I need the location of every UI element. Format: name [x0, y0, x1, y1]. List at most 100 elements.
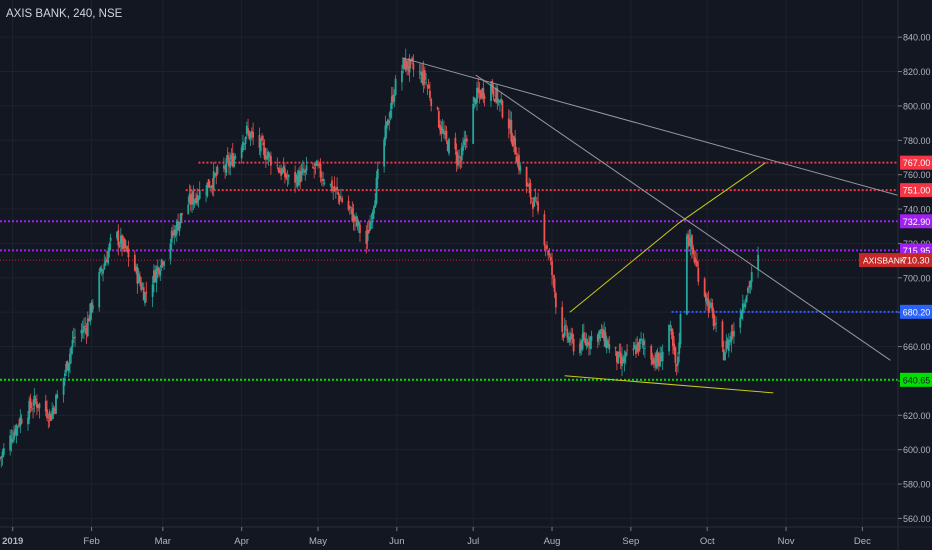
candle-body [224, 167, 227, 170]
candle-body [228, 157, 230, 167]
candle-body [383, 139, 386, 167]
candle-body [669, 325, 672, 327]
price-tag-680.20 [900, 304, 932, 319]
candle-body [692, 247, 695, 255]
candle-body [459, 160, 462, 162]
candle-body [493, 98, 496, 102]
candle-body [208, 187, 211, 188]
candle-body [230, 155, 233, 160]
candle-body [180, 213, 183, 216]
candle-body [212, 171, 215, 190]
candle-body [514, 137, 517, 155]
candle-body [11, 440, 14, 442]
candle-body [249, 133, 252, 138]
candle-body [175, 221, 178, 235]
candle-body [29, 398, 32, 409]
candle-body [252, 132, 255, 138]
candle-body [600, 328, 603, 330]
candle-body [401, 70, 403, 83]
candle-body [266, 155, 269, 160]
candle-body [387, 119, 389, 126]
candle-body [84, 326, 87, 328]
price-tick-label: 840.00 [903, 33, 931, 43]
price-tick-label: 560.00 [903, 514, 931, 524]
candle-body [605, 340, 608, 349]
candle-body [713, 323, 716, 326]
candle-body [318, 164, 321, 165]
candle-body [495, 87, 497, 102]
candle-body [622, 358, 625, 363]
time-tick-label: Nov [778, 536, 795, 547]
time-tick-label: Jul [467, 536, 479, 547]
candle-body [226, 155, 229, 160]
time-tick-label: Feb [83, 536, 99, 547]
candle-body [515, 156, 518, 163]
candle-body [445, 130, 448, 139]
candle-body [507, 118, 510, 129]
candle-body [105, 259, 108, 262]
candle-body [603, 330, 606, 342]
candle-body [91, 305, 94, 310]
candle-body [586, 341, 589, 346]
candle-body [107, 251, 110, 264]
candle-body [20, 418, 23, 424]
candle-body [341, 198, 344, 202]
candle-body [394, 78, 397, 96]
candle-body [89, 303, 92, 322]
candle-body [562, 334, 565, 338]
candle-body [153, 270, 155, 283]
candle-body [626, 349, 628, 351]
candle-body [519, 165, 522, 172]
candle-body [608, 344, 611, 350]
price-tick-label: 820.00 [903, 67, 931, 77]
last-price-tag [859, 253, 932, 268]
candle-body [679, 314, 682, 345]
candle-body [53, 408, 56, 412]
candle-body [409, 59, 412, 60]
candle-body [671, 331, 674, 347]
candle-body [70, 347, 73, 355]
candle-body [418, 71, 421, 73]
candle-body [56, 394, 59, 399]
candle-body [194, 198, 197, 203]
candle-body [389, 110, 392, 118]
candle-body [643, 347, 646, 349]
candle-body [421, 72, 424, 83]
candle-body [563, 325, 566, 336]
candle-body [454, 137, 457, 150]
candle-body [258, 135, 261, 148]
candle-body [528, 184, 531, 187]
candle-body [278, 171, 281, 174]
candle-body [429, 90, 431, 98]
candle-body [552, 276, 555, 278]
candle-body [566, 328, 569, 338]
candle-body [348, 206, 351, 209]
candle-body [191, 193, 193, 205]
candle-body [463, 139, 466, 145]
price-tags-layer: 767.00 751.00 732.90 715.95 680.20 640.65 AXIS… [859, 155, 932, 387]
candle-body [18, 423, 20, 426]
candle-body [656, 351, 659, 363]
candle-body [670, 328, 673, 335]
candle-body [48, 411, 51, 419]
candle-body [117, 230, 120, 246]
candle-body [159, 270, 162, 276]
time-tick-label: Apr [234, 536, 249, 547]
time-tick-label: Mar [155, 536, 171, 547]
candle-body [596, 334, 599, 342]
candle-body [99, 267, 102, 272]
candle-body [654, 360, 656, 365]
candle-body [376, 168, 379, 179]
candle-body [635, 347, 637, 355]
candle-body [532, 202, 534, 209]
candle-body [127, 248, 130, 258]
candle-body [197, 198, 200, 201]
candle-body [172, 232, 174, 236]
time-tick-label: Jun [389, 536, 404, 547]
candle-body [244, 137, 247, 144]
price-tag-text: 751.00 [903, 186, 931, 196]
candle-body [10, 438, 13, 442]
candle-body [407, 66, 410, 70]
time-tick-label: Sep [622, 536, 639, 547]
